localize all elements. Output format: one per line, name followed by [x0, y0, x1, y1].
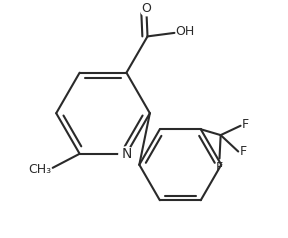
Text: CH₃: CH₃	[29, 163, 52, 176]
Text: O: O	[141, 2, 151, 15]
Text: F: F	[242, 118, 249, 131]
Text: F: F	[216, 161, 223, 174]
Text: OH: OH	[176, 25, 195, 38]
Text: F: F	[239, 145, 247, 158]
Text: N: N	[121, 147, 132, 161]
